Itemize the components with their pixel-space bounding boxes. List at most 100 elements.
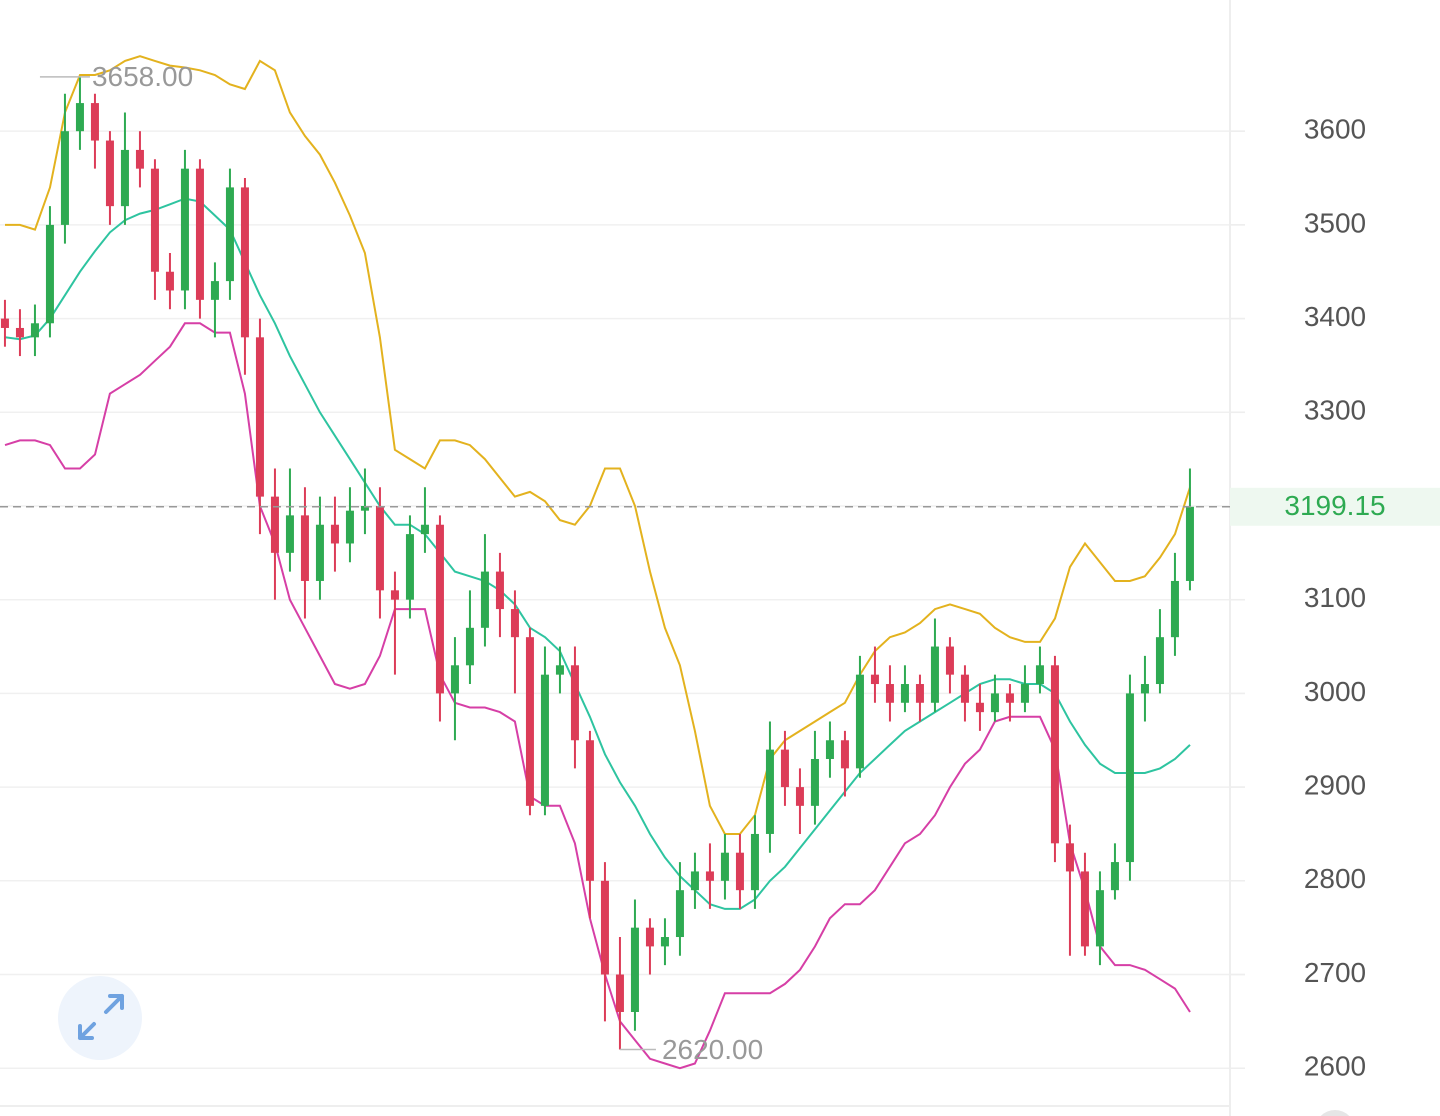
candle-body [1065,843,1074,872]
candle-body [1125,693,1134,863]
candle-body [135,149,144,169]
candle-body [780,749,789,788]
candle-body [405,534,414,600]
candle-body [795,787,804,806]
candle-body [720,852,729,881]
candle-body [450,665,459,694]
candle-body [1035,665,1044,685]
candle-body [600,880,609,975]
candle-body [810,758,819,806]
candle-body [1110,862,1119,891]
candle-body [225,187,234,282]
candle-body [1170,580,1179,638]
y-tick-label: 2800 [1304,863,1366,894]
candle-body [0,318,9,328]
candle-body [300,515,309,581]
high-label: 3658.00 [92,61,193,92]
candle-body [480,571,489,628]
candle-body [15,327,24,338]
candle-body [870,674,879,685]
candle-body [105,140,114,207]
candle-body [1080,871,1089,947]
candle-body [540,674,549,806]
candle-body [990,693,999,713]
candle-body [30,323,39,338]
candle-body [195,168,204,300]
last-price-bg [1230,487,1440,526]
candle-body [1185,506,1194,581]
candle-body [615,974,624,1012]
expand-button-bg[interactable] [58,976,142,1060]
candle-body [885,684,894,703]
candle-body [1050,665,1059,844]
y-tick-label: 3400 [1304,301,1366,332]
candle-body [45,224,54,324]
candle-body [465,627,474,666]
candle-body [630,927,639,1012]
candle-body [690,871,699,891]
candle-body [840,740,849,769]
corner-button[interactable] [1315,1110,1355,1116]
bollinger-band [5,55,1191,835]
candle-body [240,187,249,338]
candle-body [525,637,534,806]
expand-button[interactable] [58,976,142,1060]
candle-body [435,524,444,694]
candle-body [210,281,219,300]
candle-body [660,937,669,947]
candle-body [120,149,129,207]
candle-body [945,646,954,675]
candle-body [1005,693,1014,703]
candle-body [915,684,924,703]
candle-body [510,609,519,638]
candle-body [930,646,939,703]
candle-body [900,684,909,703]
candle-body [255,337,264,497]
bollinger-band [4,322,1191,1070]
candle-body [375,505,384,591]
candle-body [960,674,969,703]
expand-icon[interactable] [78,994,124,1040]
candle-body [555,665,564,675]
candle-body [825,740,834,759]
candle-body [1020,684,1029,703]
candle-body [495,571,504,610]
candle-body [165,271,174,291]
y-tick-label: 2600 [1304,1051,1366,1082]
candle-body [345,510,354,544]
candle-body [705,871,714,881]
y-tick-label: 3100 [1304,582,1366,613]
candle-body [60,131,69,225]
candle-body [735,852,744,891]
y-tick-label: 3300 [1304,395,1366,426]
y-tick-label: 3000 [1304,676,1366,707]
candle-body [1095,890,1104,947]
candle-body [585,740,594,881]
candle-body [675,890,684,938]
candle-body [285,515,294,553]
candle-body [1140,684,1149,694]
y-tick-label: 2900 [1304,769,1366,800]
candle-body [765,749,774,834]
candle-body [75,103,84,132]
candle-body [975,702,984,713]
candle-body [390,590,399,600]
candle-body [150,168,159,272]
candle-body [645,927,654,947]
y-tick-label: 3600 [1304,114,1366,145]
candle-body [855,674,864,769]
candle-body [750,833,759,891]
candle-body [1155,637,1164,685]
candle-body [360,505,369,511]
candle-body [90,103,99,141]
y-tick-label: 3500 [1304,207,1366,238]
candles [0,76,1194,1050]
candle-body [420,524,429,535]
candle-body [315,524,324,581]
candle-body [570,665,579,741]
y-tick-label: 2700 [1304,957,1366,988]
low-label: 2620.00 [662,1034,763,1065]
